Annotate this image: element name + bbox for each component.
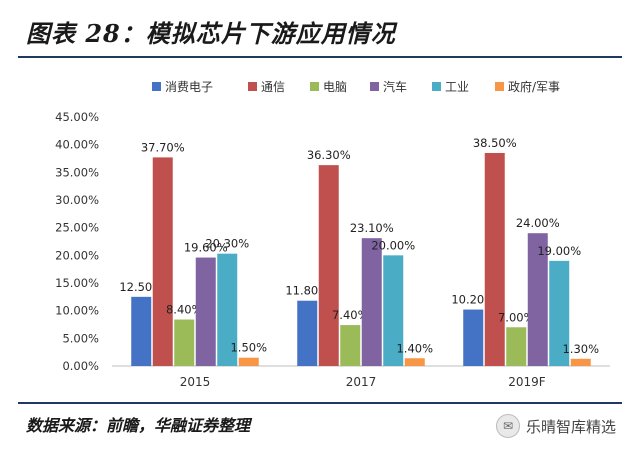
bar <box>484 152 505 366</box>
bar <box>549 260 570 366</box>
bar <box>318 165 339 366</box>
legend-label: 通信 <box>261 80 285 94</box>
bar <box>570 358 591 366</box>
data-label: 7.00% <box>498 310 535 324</box>
bar <box>383 255 404 366</box>
y-tick-label: 35.00% <box>55 165 99 179</box>
data-label: 36.30% <box>307 148 351 162</box>
wechat-icon: ✉ <box>495 414 520 438</box>
y-tick-label: 10.00% <box>55 304 99 318</box>
bar <box>131 296 152 366</box>
legend-label: 工业 <box>445 80 469 94</box>
bar <box>195 257 216 366</box>
bar <box>297 300 318 366</box>
bar <box>238 357 259 366</box>
data-label: 1.30% <box>562 342 599 356</box>
bar <box>174 319 195 366</box>
legend-swatch <box>432 82 441 91</box>
y-tick-label: 15.00% <box>55 276 99 290</box>
bar <box>463 309 484 366</box>
bar <box>527 233 548 366</box>
y-tick-label: 25.00% <box>55 221 99 235</box>
y-tick-label: 45.00% <box>55 110 99 124</box>
y-tick-label: 40.00% <box>55 138 99 152</box>
legend-swatch <box>495 82 504 91</box>
bar <box>340 325 361 366</box>
data-label: 19.60% <box>184 241 228 255</box>
data-label: 12.50% <box>119 280 163 294</box>
data-label: 11.80% <box>285 284 329 298</box>
legend-swatch <box>310 82 319 91</box>
bar-chart: 消费电子 通信 电脑 汽车 工业 政府/军事 0.00% 5.00% 10.00% 15.00% 2… <box>55 79 610 389</box>
bar <box>217 253 238 366</box>
watermark-text: 乐晴智库精选 <box>525 417 616 436</box>
data-label: 23.10% <box>350 221 394 235</box>
legend-label: 电脑 <box>323 80 347 94</box>
data-label: 38.50% <box>473 136 517 150</box>
data-label: 1.50% <box>230 341 267 355</box>
y-tick-label: 20.00% <box>55 248 99 262</box>
data-label: 20.30% <box>205 237 249 251</box>
data-label: 7.40% <box>332 308 369 322</box>
data-label: 20.00% <box>371 238 415 252</box>
data-label: 37.70% <box>141 140 185 154</box>
y-tick-label: 0.00% <box>62 359 99 373</box>
source-bar: 数据来源：前瞻，华融证券整理 ✉ 乐晴智库精选 <box>18 402 622 444</box>
bar <box>152 157 173 366</box>
y-tick-label: 5.00% <box>62 331 99 345</box>
bar <box>404 358 425 366</box>
title-bar: 图表 28：模拟芯片下游应用情况 <box>18 10 622 58</box>
legend-label: 政府/军事 <box>508 79 560 94</box>
data-label: 1.40% <box>396 341 433 355</box>
figure-title: 图表 28：模拟芯片下游应用情况 <box>26 19 396 48</box>
x-category-label: 2019F <box>508 375 546 389</box>
watermark: ✉ 乐晴智库精选 <box>495 414 616 438</box>
data-label: 8.40% <box>166 303 203 317</box>
data-label: 19.00% <box>537 244 581 258</box>
bar <box>506 327 527 366</box>
y-tick-label: 30.00% <box>55 193 99 207</box>
source-note: 数据来源：前瞻，华融证券整理 <box>26 416 251 435</box>
legend-swatch <box>152 82 161 91</box>
legend-label: 汽车 <box>383 79 407 94</box>
x-category-label: 2017 <box>346 375 377 389</box>
data-label: 24.00% <box>516 216 560 230</box>
data-label: 10.20% <box>451 293 495 307</box>
legend-swatch <box>248 82 257 91</box>
legend-swatch <box>370 82 379 91</box>
bar <box>361 238 382 366</box>
x-category-label: 2015 <box>180 375 211 389</box>
legend-label: 消费电子 <box>165 80 213 94</box>
